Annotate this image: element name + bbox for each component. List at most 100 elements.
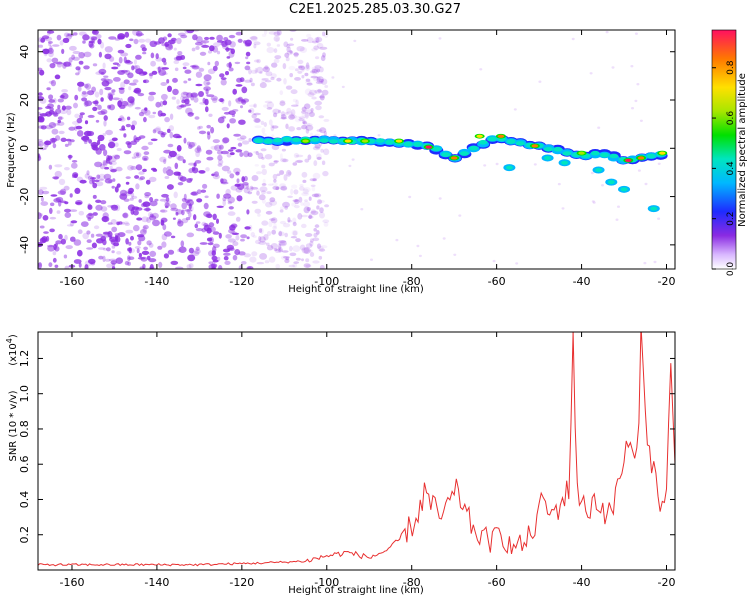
noise-blob — [129, 98, 135, 105]
noise-blob — [191, 166, 196, 171]
noise-blob — [269, 197, 276, 203]
noise-blob — [133, 88, 140, 92]
snr-y-axis: 0.2 0.4 0.6 0.8 1.0 1.2 — [18, 350, 675, 543]
noise-blob — [217, 163, 223, 167]
noise-blob — [305, 243, 313, 249]
noise-blob — [212, 231, 220, 235]
noise-blob — [138, 171, 145, 175]
noise-blob — [135, 54, 142, 60]
noise-blob — [268, 31, 277, 35]
noise-blob — [226, 244, 234, 250]
noise-blob — [71, 160, 78, 163]
noise-blob — [38, 189, 44, 195]
noise-blob — [302, 188, 309, 195]
noise-blob — [241, 86, 248, 94]
noise-blob — [66, 224, 74, 227]
noise-blob — [239, 152, 244, 157]
noise-blob — [271, 217, 278, 224]
noise-blob — [253, 112, 261, 116]
noise-blob — [180, 34, 188, 39]
noise-blob — [212, 97, 218, 104]
spectrogram-y-tick-label: -20 — [18, 188, 31, 206]
noise-blob — [127, 72, 134, 79]
noise-blob — [592, 201, 596, 204]
noise-blob — [111, 66, 119, 70]
noise-blob — [127, 165, 134, 171]
noise-blob — [88, 41, 94, 48]
snr-y-label: SNR (10 * v/v) — [8, 390, 19, 461]
noise-blob — [286, 46, 291, 53]
noise-blob — [288, 65, 296, 71]
noise-blob — [235, 84, 243, 87]
noise-blob — [458, 214, 462, 217]
noise-blob — [195, 71, 203, 78]
noise-blob — [198, 130, 207, 135]
noise-blob — [74, 187, 81, 194]
noise-blob — [75, 66, 81, 71]
noise-blob — [162, 100, 168, 106]
noise-blob — [78, 60, 84, 65]
noise-blob — [41, 236, 48, 243]
noise-blob — [56, 61, 63, 68]
noise-blob — [203, 74, 212, 81]
noise-blob — [188, 263, 194, 269]
noise-blob — [260, 120, 265, 125]
noise-blob — [268, 162, 275, 167]
spectrogram-y-label: Frequency (Hz) — [6, 112, 17, 188]
noise-blob — [148, 258, 157, 263]
noise-blob — [120, 81, 126, 89]
noise-blob — [657, 217, 661, 220]
noise-blob — [305, 258, 310, 263]
noise-blob — [48, 99, 55, 103]
noise-blob — [316, 129, 323, 132]
page-title: C2E1.2025.285.03.30.G27 — [288, 2, 462, 17]
noise-blob — [124, 260, 130, 266]
noise-blob — [276, 173, 281, 177]
noise-blob — [92, 30, 97, 34]
noise-blob — [306, 33, 312, 38]
noise-blob — [311, 68, 318, 75]
noise-blob — [136, 217, 143, 221]
noise-blob — [279, 101, 286, 106]
noise-blob — [237, 38, 243, 43]
noise-blob — [39, 69, 45, 76]
signal-hotspot — [361, 139, 369, 143]
noise-blob — [69, 139, 75, 143]
noise-blob — [144, 107, 148, 111]
noise-blob — [320, 78, 328, 85]
signal-hotspot — [578, 151, 585, 155]
signal-blob — [515, 141, 525, 146]
spectrogram-y-tick-label: 20 — [18, 93, 31, 107]
noise-blob — [200, 189, 207, 193]
noise-blob — [280, 158, 287, 163]
noise-blob — [94, 91, 100, 98]
noise-blob — [160, 112, 167, 117]
noise-blob — [86, 170, 90, 176]
noise-blob — [265, 242, 270, 246]
noise-blob — [229, 173, 235, 179]
noise-blob — [291, 229, 299, 236]
noise-blob — [317, 199, 322, 205]
noise-blob — [103, 78, 110, 82]
noise-blob — [214, 171, 219, 178]
noise-blob — [254, 208, 262, 214]
noise-blob — [55, 61, 63, 65]
noise-blob — [66, 109, 72, 116]
snr-x-tick-label: -140 — [144, 576, 169, 589]
noise-blob — [149, 266, 155, 269]
noise-blob — [319, 207, 324, 214]
noise-blob — [205, 167, 210, 172]
noise-blob — [244, 65, 251, 71]
noise-blob — [177, 155, 184, 161]
noise-blob — [265, 210, 273, 215]
noise-blob — [262, 66, 270, 73]
noise-blob — [261, 33, 267, 37]
noise-blob — [178, 246, 187, 253]
noise-blob — [134, 106, 141, 110]
signal-blob — [590, 150, 600, 156]
colorbar-ticks: 0.0 0.2 0.4 0.6 0.8 — [712, 60, 736, 276]
noise-blob — [177, 220, 184, 227]
noise-blob — [61, 105, 66, 111]
noise-blob — [114, 186, 119, 193]
